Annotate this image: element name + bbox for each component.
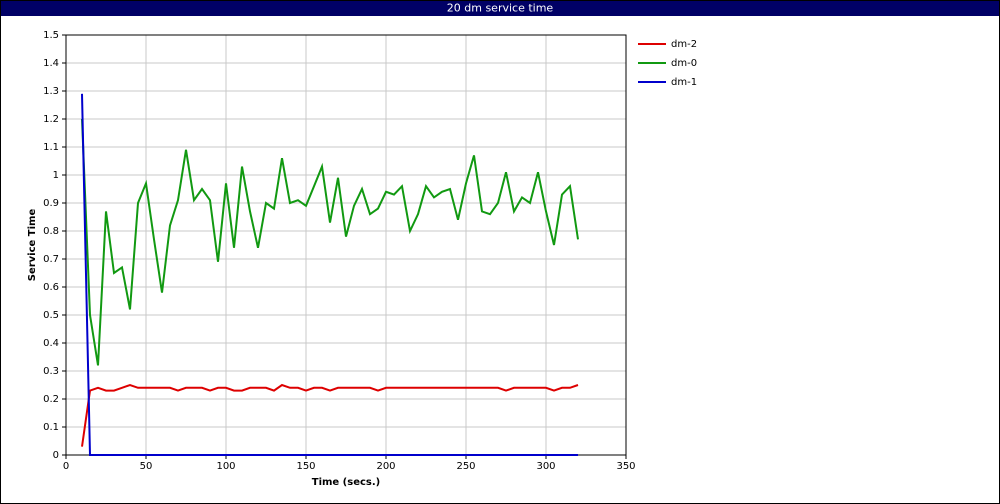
- y-tick-label: 0.4: [43, 338, 59, 349]
- y-tick-label: 0.8: [43, 226, 59, 237]
- y-tick-label: 0.6: [43, 282, 59, 293]
- y-tick-label: 1.4: [43, 58, 59, 69]
- chart-title: 20 dm service time: [447, 2, 554, 15]
- series-line: [81, 383, 579, 447]
- y-tick-label: 1.2: [43, 114, 59, 125]
- y-tick-label: 0.3: [43, 366, 59, 377]
- y-tick-label: 0.5: [43, 310, 59, 321]
- x-tick-label: 200: [376, 461, 395, 472]
- y-tick-label: 0.9: [43, 198, 59, 209]
- x-axis-label: Time (secs.): [312, 477, 381, 488]
- x-tick-label: 100: [216, 461, 235, 472]
- y-tick-label: 1: [53, 170, 59, 181]
- x-tick-label: 150: [296, 461, 315, 472]
- x-tick-label: 300: [536, 461, 555, 472]
- x-tick-label: 50: [140, 461, 153, 472]
- y-tick-label: 1.3: [43, 86, 59, 97]
- y-tick-label: 0.7: [43, 254, 59, 265]
- series-line: [81, 118, 579, 366]
- y-tick-label: 1.5: [43, 30, 59, 41]
- y-tick-label: 1.1: [43, 142, 59, 153]
- y-tick-label: 0.1: [43, 422, 59, 433]
- title-bar: [1, 1, 999, 16]
- y-axis-label: Service Time: [27, 209, 38, 282]
- x-tick-label: 0: [63, 461, 69, 472]
- y-tick-label: 0: [53, 450, 59, 461]
- legend-label: dm-2: [671, 39, 697, 50]
- x-tick-label: 250: [456, 461, 475, 472]
- x-tick-label: 350: [616, 461, 635, 472]
- legend-label: dm-0: [671, 58, 697, 69]
- series-line: [81, 93, 578, 456]
- y-tick-label: 0.2: [43, 394, 59, 405]
- legend-label: dm-1: [671, 77, 697, 88]
